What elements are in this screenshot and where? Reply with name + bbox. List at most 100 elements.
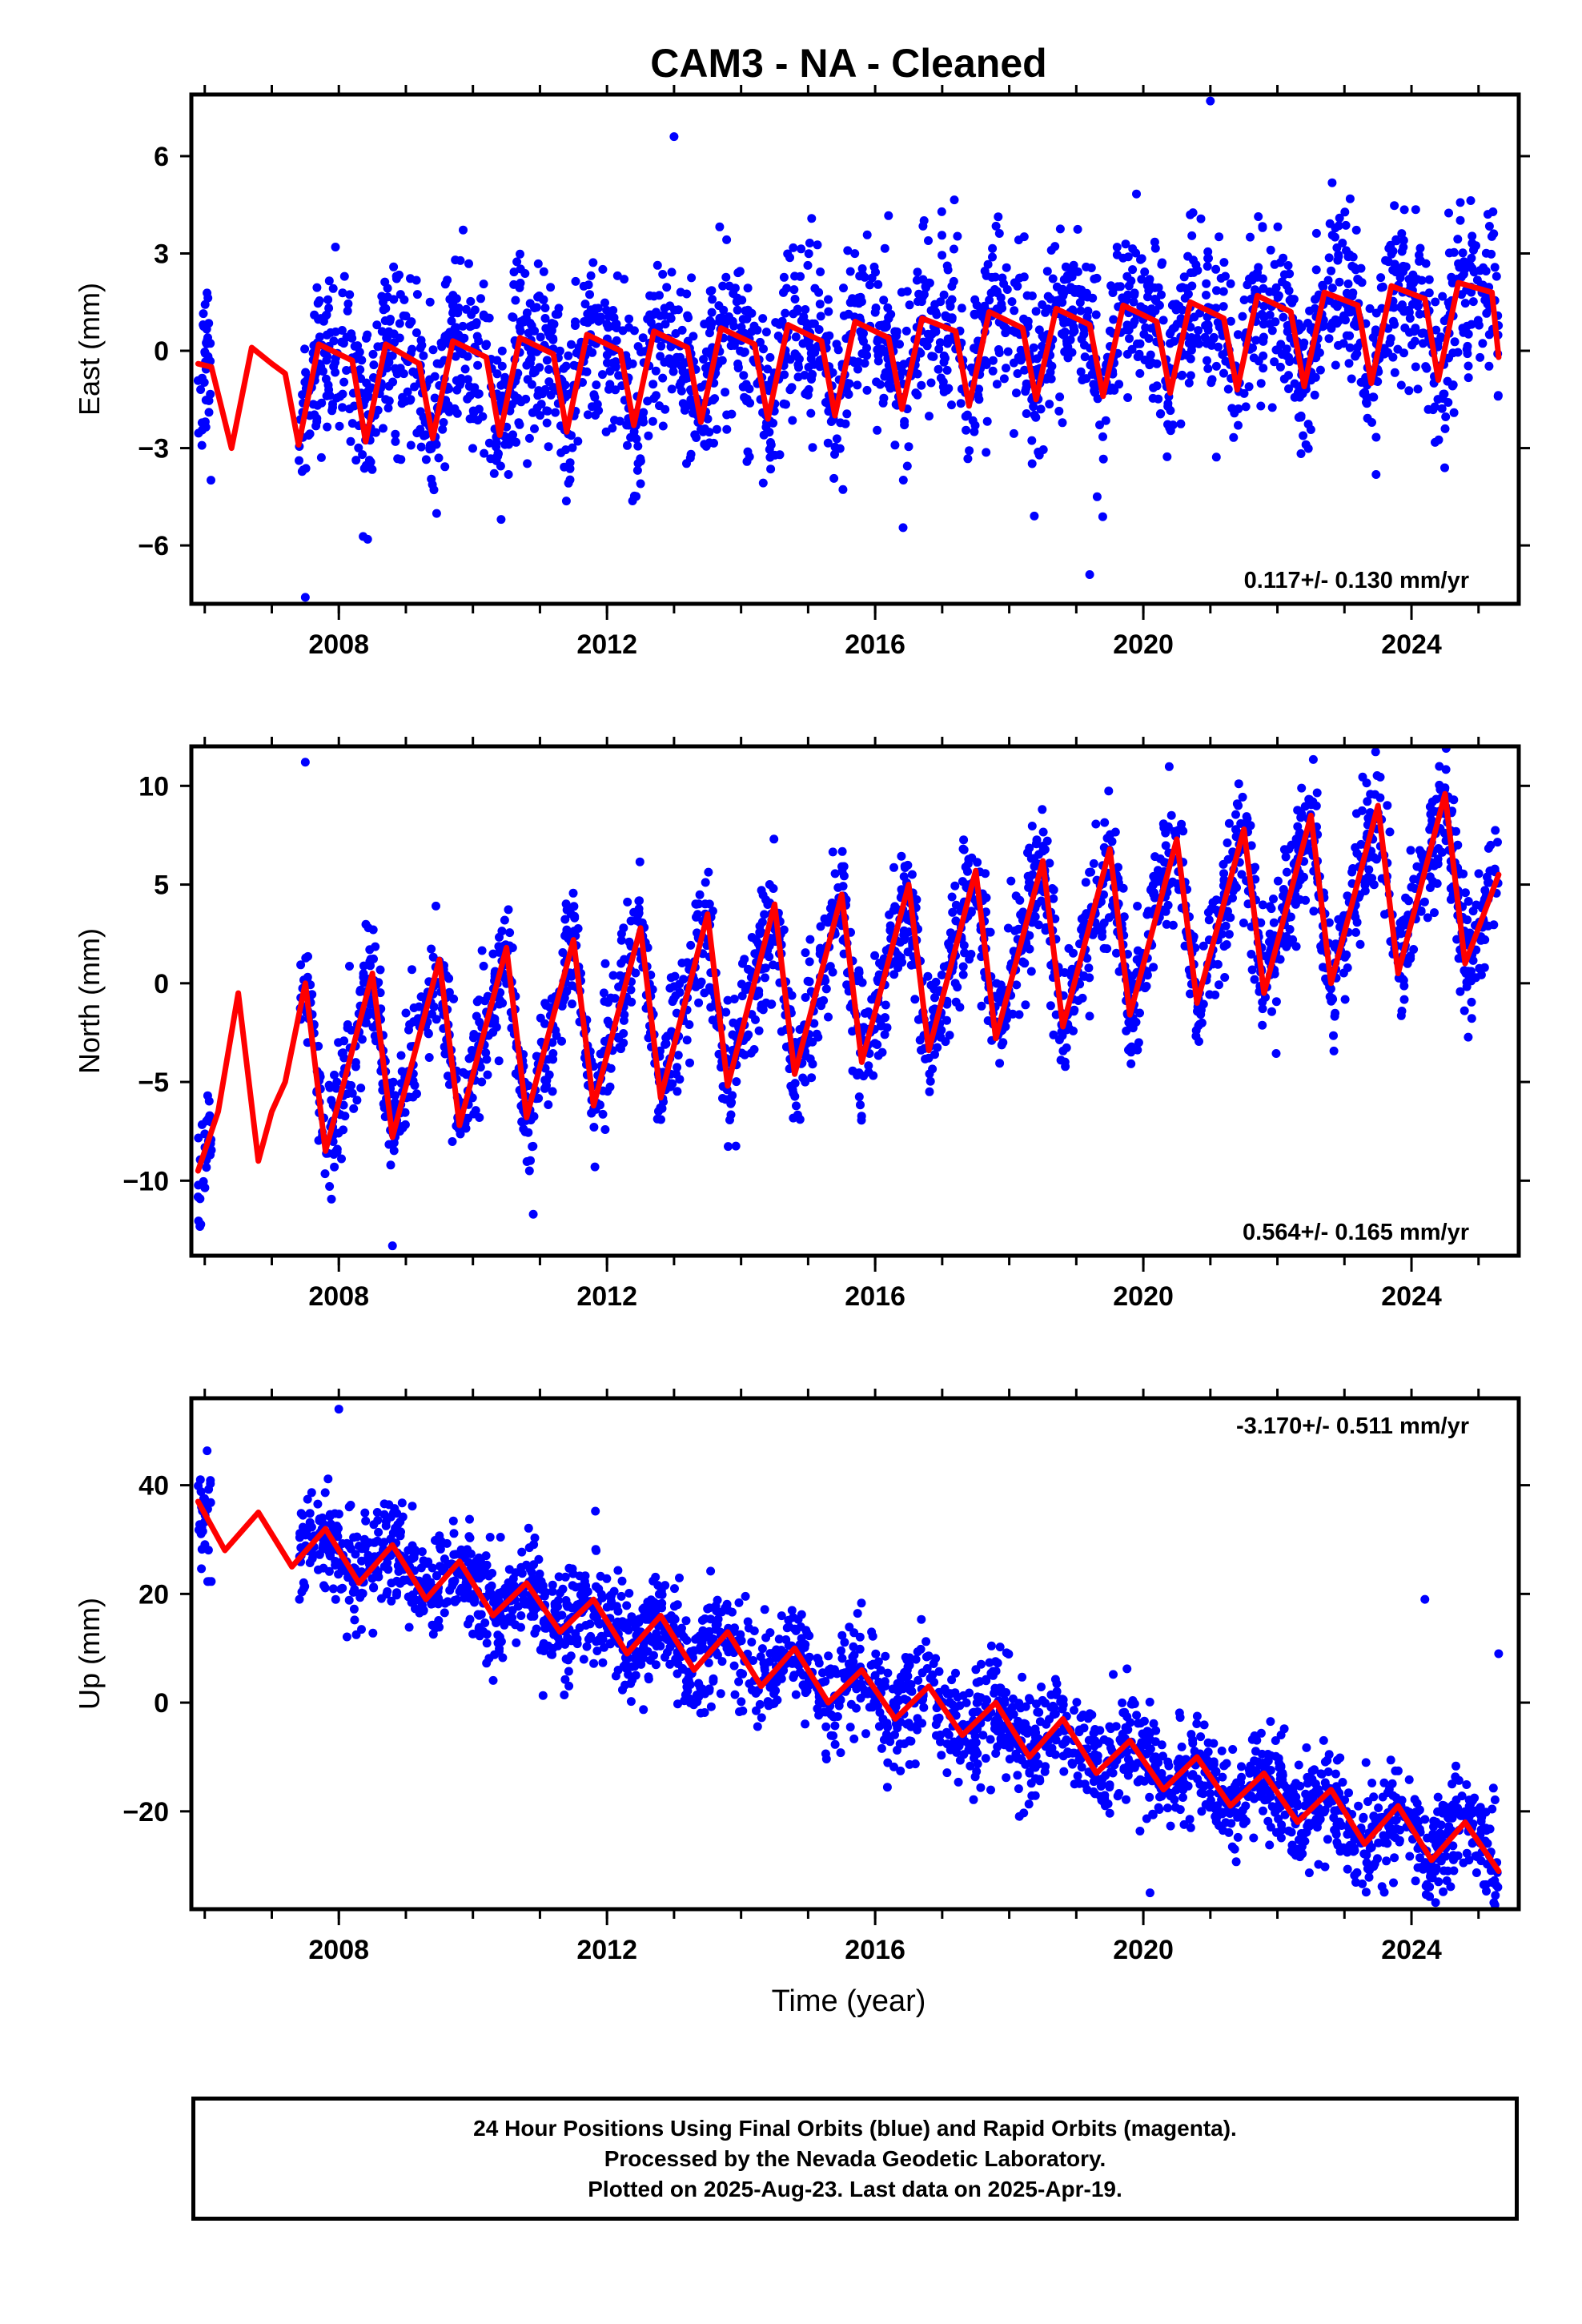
data-point — [864, 1061, 873, 1071]
data-point — [561, 497, 571, 506]
x-tick-label: 2020 — [1113, 1281, 1174, 1312]
data-point — [879, 393, 889, 403]
data-point — [527, 321, 536, 331]
data-point — [524, 433, 534, 443]
data-point — [614, 371, 624, 380]
data-point — [585, 290, 594, 300]
data-point — [396, 1051, 406, 1060]
data-point — [492, 356, 502, 365]
data-point — [676, 287, 685, 297]
data-point — [419, 351, 428, 360]
data-point — [656, 341, 666, 351]
data-point — [958, 962, 968, 971]
data-point — [854, 966, 864, 975]
data-point — [880, 1030, 889, 1039]
data-point — [830, 442, 840, 452]
data-point — [355, 985, 365, 995]
data-point — [1476, 266, 1485, 275]
data-point — [766, 440, 776, 449]
data-point — [450, 324, 460, 333]
data-point — [439, 418, 448, 427]
data-point — [416, 442, 426, 452]
data-point — [992, 287, 1002, 296]
data-point — [743, 283, 753, 293]
data-point — [324, 304, 334, 313]
data-point — [1215, 980, 1223, 990]
data-point — [1371, 432, 1381, 442]
x-tick-label: 2020 — [1113, 629, 1174, 660]
data-point — [325, 1083, 335, 1092]
data-point — [877, 1020, 886, 1030]
data-point — [571, 276, 580, 286]
data-point — [881, 1000, 890, 1010]
data-point — [1390, 201, 1399, 211]
data-point — [1158, 316, 1168, 325]
data-point — [447, 316, 456, 326]
data-point — [389, 262, 399, 271]
data-point — [1484, 878, 1494, 887]
data-point — [1449, 247, 1459, 257]
data-point — [1239, 919, 1248, 927]
data-point — [515, 283, 524, 292]
data-point — [1134, 349, 1144, 359]
data-point — [1184, 378, 1194, 388]
data-point — [683, 311, 693, 320]
data-point — [652, 260, 662, 270]
data-point — [396, 290, 405, 300]
data-point — [444, 384, 454, 394]
data-point — [474, 404, 484, 414]
y-tick-label: −5 — [138, 1068, 169, 1098]
data-point — [699, 355, 709, 364]
data-point — [1468, 297, 1478, 307]
data-point — [638, 333, 648, 343]
data-point — [466, 296, 476, 306]
data-point — [686, 940, 696, 950]
data-point — [960, 948, 970, 958]
data-point — [592, 400, 602, 409]
data-point — [824, 307, 833, 316]
data-point — [1251, 285, 1259, 295]
data-point — [608, 358, 617, 368]
data-point — [357, 1035, 367, 1044]
data-point — [1027, 436, 1037, 445]
data-point — [1267, 326, 1277, 336]
data-point — [970, 295, 980, 304]
data-point — [1003, 347, 1013, 356]
data-point — [661, 404, 670, 414]
outlier-point — [387, 1241, 397, 1251]
data-point — [1350, 320, 1359, 329]
data-point — [980, 267, 990, 275]
data-point — [548, 1087, 557, 1096]
data-point — [1201, 321, 1211, 330]
data-point — [592, 380, 601, 390]
data-point — [807, 371, 817, 380]
data-point — [947, 400, 956, 410]
data-point — [902, 461, 912, 471]
data-point — [865, 280, 874, 290]
data-point — [1406, 846, 1415, 855]
data-point — [452, 376, 461, 385]
data-point — [1334, 340, 1343, 350]
data-point — [605, 1082, 615, 1092]
data-point — [1259, 351, 1268, 360]
data-point — [391, 436, 400, 446]
data-point — [1047, 361, 1057, 371]
data-point — [596, 316, 605, 324]
data-point — [632, 465, 642, 475]
data-point — [1429, 861, 1439, 870]
data-point — [1271, 1049, 1281, 1058]
data-point — [1266, 245, 1275, 255]
data-point — [927, 352, 937, 361]
data-point — [832, 434, 841, 444]
data-point — [1092, 492, 1102, 501]
data-point — [639, 408, 648, 417]
data-point — [443, 275, 452, 285]
x-tick-label: 2012 — [576, 1281, 637, 1312]
data-point — [757, 927, 766, 937]
data-point — [322, 330, 331, 340]
data-point — [1150, 888, 1158, 898]
data-point — [389, 1146, 399, 1156]
data-point — [1244, 382, 1254, 392]
data-point — [1135, 368, 1145, 378]
data-point — [761, 973, 769, 983]
